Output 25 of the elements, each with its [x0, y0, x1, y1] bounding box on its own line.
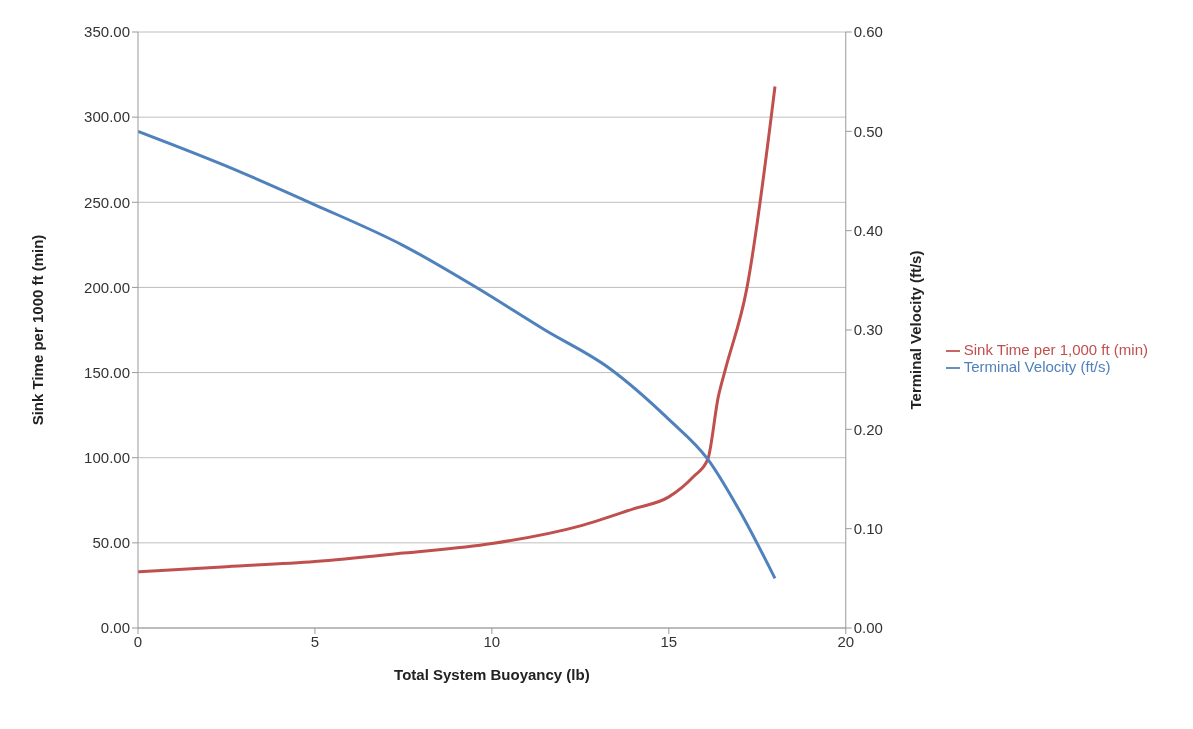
y2-tick-label: 0.50 [853, 122, 883, 140]
y-tick-label: 250.00 [84, 193, 130, 211]
x-tick-label: 15 [660, 632, 678, 650]
x-axis-title: Total System Buoyancy (lb) [394, 666, 590, 683]
x-tick-label: 10 [483, 632, 501, 650]
y-tick-label: 0.00 [100, 619, 130, 637]
x-tick-label: 0 [133, 632, 143, 650]
y-axis-title: Sink Time per 1000 ft (min) [29, 234, 47, 426]
y2-tick-label: 0.30 [853, 321, 883, 339]
legend-label: Terminal Velocity (ft/s) [963, 358, 1111, 375]
y2-tick-label: 0.20 [853, 420, 883, 438]
y-tick-label: 350.00 [84, 23, 130, 41]
y-tick-label: 300.00 [84, 108, 130, 126]
y-tick-label: 200.00 [84, 278, 130, 296]
y2-tick-label: 0.10 [853, 519, 883, 537]
y2-tick-label: 0.40 [853, 221, 883, 239]
y2-tick-label: 0.60 [853, 23, 883, 41]
y2-axis-title: Terminal Velocity (ft/s) [907, 250, 925, 410]
y-tick-label: 100.00 [84, 449, 130, 467]
y-tick-label: 50.00 [92, 534, 130, 552]
y2-tick-label: 0.00 [853, 619, 883, 637]
legend-label: Sink Time per 1,000 ft (min) [963, 340, 1148, 358]
x-tick-label: 5 [310, 632, 320, 650]
x-tick-label: 20 [837, 632, 855, 650]
y-tick-label: 150.00 [84, 363, 130, 381]
